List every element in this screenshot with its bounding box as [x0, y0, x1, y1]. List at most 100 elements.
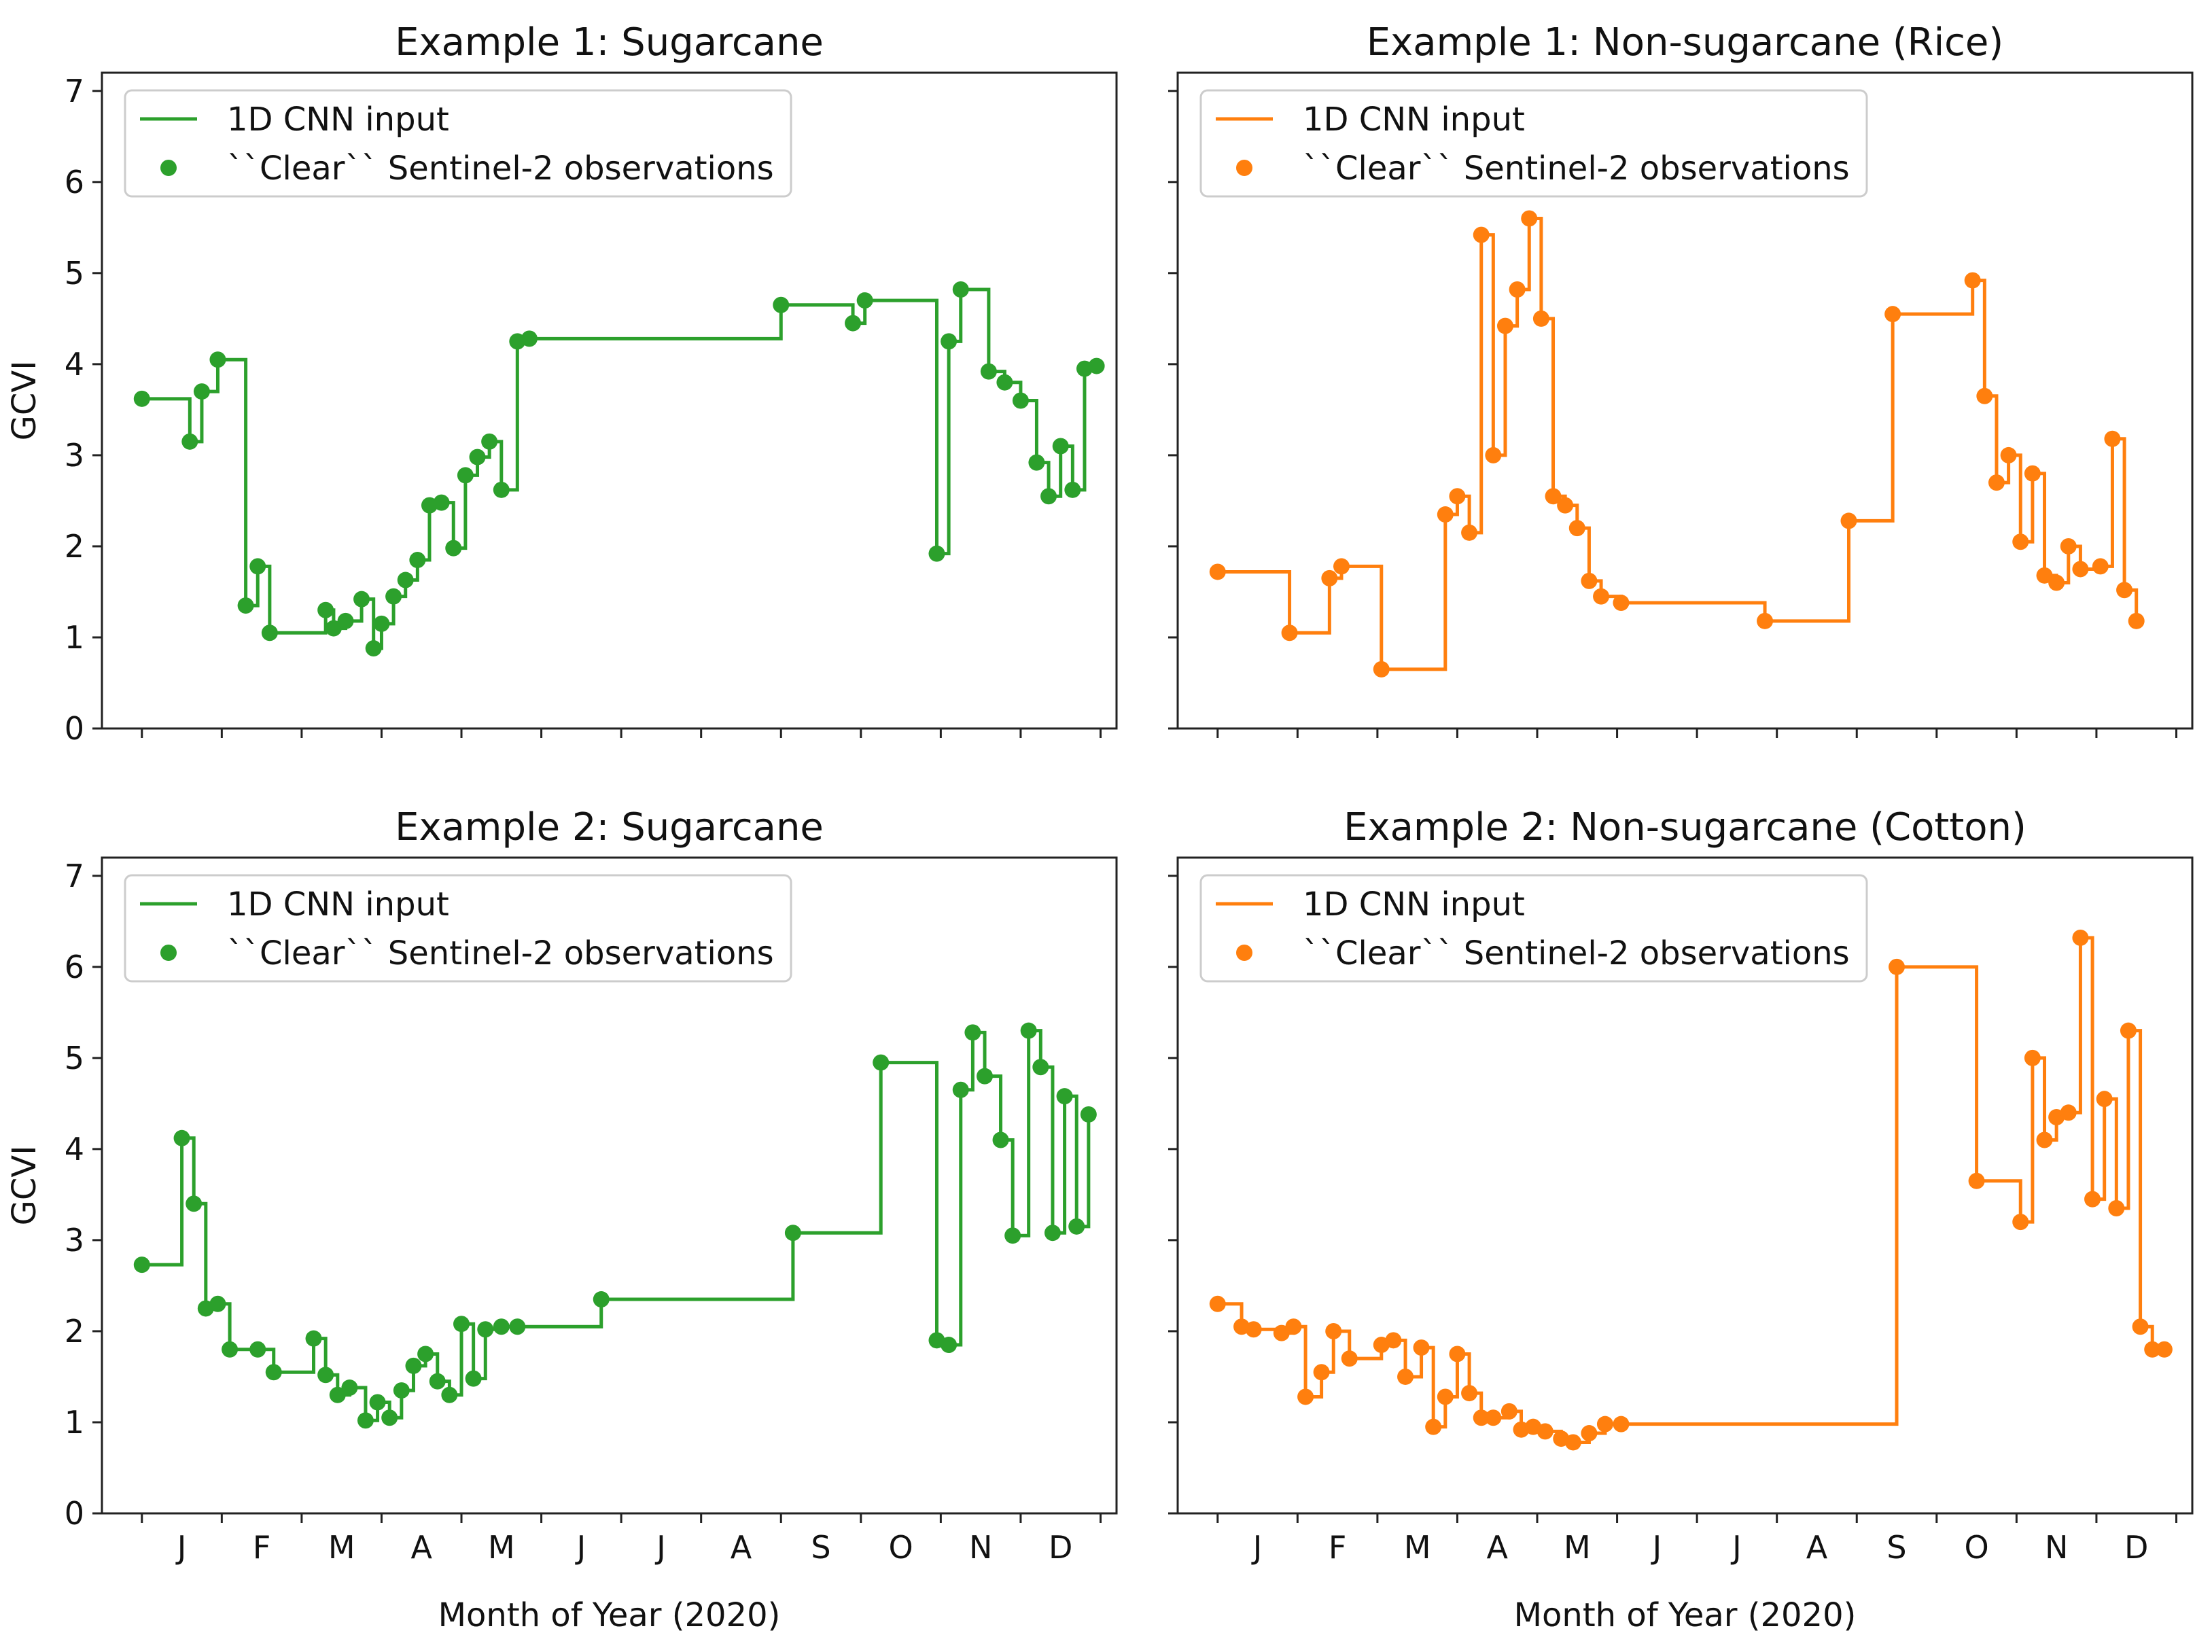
panel-4-month-label: M — [1564, 1529, 1591, 1566]
panel-3-y-tick-label: 3 — [65, 1222, 84, 1259]
panel-4-observation-point — [1413, 1339, 1430, 1356]
panel-3-legend-box — [124, 874, 792, 983]
panel-1-observation-point — [493, 481, 510, 498]
panel-4-observation-point — [1385, 1332, 1402, 1349]
panel-4-legend-line-label: 1D CNN input — [1303, 885, 1525, 924]
panel-2-observation-point — [1281, 625, 1298, 642]
panel-2-legend-box — [1199, 89, 1868, 198]
panel-3-observation-point — [1004, 1227, 1021, 1244]
panel-2-observation-point — [2000, 446, 2017, 463]
panel-4-observation-point — [1968, 1172, 1985, 1189]
panel-2-observation-point — [1209, 563, 1226, 580]
panel-3-observation-point — [405, 1357, 422, 1374]
panel-4-observation-point — [1461, 1385, 1478, 1402]
panel-4-observation-point — [2120, 1022, 2137, 1039]
panel-1-y-tick-label: 3 — [65, 437, 84, 474]
panel-1-observation-point — [845, 315, 862, 332]
panel-4-observation-point — [1564, 1434, 1581, 1451]
panel-3-observation-point — [992, 1131, 1009, 1148]
panel-2-observation-point — [1485, 446, 1502, 463]
panel-2-observation-point — [1321, 569, 1338, 586]
panel-3-observation-point — [357, 1412, 374, 1429]
panel-3-observation-point — [952, 1081, 969, 1098]
panel-2-observation-point — [2048, 574, 2065, 591]
panel-4-observation-point — [1500, 1403, 1517, 1420]
panel-2-observation-point — [1988, 474, 2005, 491]
panel-3-observation-point — [341, 1379, 358, 1396]
panel-3-observation-point — [381, 1409, 398, 1426]
panel-3-y-tick-label: 0 — [65, 1495, 84, 1532]
panel-4-observation-point — [1449, 1346, 1466, 1363]
panel-4-observation-point — [1397, 1368, 1414, 1385]
panel-3-observation-point — [1032, 1059, 1049, 1076]
panel-1-observation-point — [457, 467, 474, 484]
panel-1-y-tick-label: 0 — [65, 710, 84, 747]
panel-4-legend-box — [1199, 874, 1868, 983]
panel-3-observation-point — [784, 1225, 801, 1242]
panel-1-observation-point — [773, 296, 790, 313]
panel-1-legend-marker-swatch — [160, 160, 177, 176]
panel-4-observation-point — [1596, 1416, 1613, 1433]
panel-2-observation-point — [2024, 465, 2041, 482]
panel-2-observation-point — [1532, 310, 1549, 327]
panel-4-x-axis-label: Month of Year (2020) — [1514, 1596, 1857, 1634]
panel-3-month-label: A — [731, 1529, 752, 1566]
panel-4-observation-point — [1613, 1416, 1630, 1433]
panel-3-observation-point — [417, 1346, 434, 1363]
panel-1-observation-point — [373, 615, 390, 632]
panel-4-month-label: F — [1329, 1529, 1346, 1566]
panel-4-observation-point — [1485, 1409, 1502, 1426]
panel-1-observation-point — [209, 351, 226, 368]
panel-2-observation-point — [2116, 582, 2133, 599]
panel-4-observation-point — [2144, 1341, 2161, 1358]
panel-4-month-label: A — [1487, 1529, 1509, 1566]
panel-4-observation-point — [1889, 958, 1906, 975]
panel-1-observation-point — [980, 363, 997, 380]
panel-3-observation-point — [1080, 1106, 1097, 1123]
panel-2-observation-point — [1840, 512, 1857, 529]
panel-2-observation-point — [1581, 572, 1598, 589]
panel-4-observation-point — [1209, 1295, 1226, 1312]
panel-3-y-tick-label: 6 — [65, 949, 84, 985]
panel-4-observation-point — [1473, 1409, 1490, 1426]
panel-4-month-label: D — [2124, 1529, 2148, 1566]
panel-3-month-label: M — [328, 1529, 355, 1566]
panel-1-series-line — [141, 287, 1099, 650]
panel-3-observation-point — [477, 1321, 494, 1338]
panel-4-month-label: A — [1806, 1529, 1828, 1566]
panel-1-observation-point — [325, 620, 342, 637]
panel-1-observation-point — [409, 552, 426, 569]
panel-4-observation-point — [1297, 1388, 1314, 1405]
panel-2-observation-point — [2060, 538, 2077, 555]
panel-1-y-tick-label: 2 — [65, 528, 84, 565]
panel-1-y-tick-label: 6 — [65, 164, 84, 200]
panel-4-month-label: J — [1651, 1529, 1662, 1566]
panel-1-observation-point — [385, 588, 402, 605]
panel-4-observation-point — [1425, 1418, 1442, 1435]
panel-4-observation-point — [2156, 1341, 2173, 1358]
panel-1-observation-point — [521, 330, 538, 347]
panel-3-observation-point — [393, 1382, 410, 1399]
panel-3-observation-point — [1068, 1218, 1085, 1235]
panel-2-observation-point — [1568, 520, 1585, 537]
panel-3-y-axis-label: GCVI — [5, 1146, 43, 1226]
panel-1-observation-point — [469, 449, 486, 465]
panel-1-observation-point — [941, 333, 958, 350]
panel-1-observation-point — [261, 625, 278, 642]
panel-3-month-label: J — [654, 1529, 666, 1566]
panel-1-observation-point — [397, 572, 414, 588]
panel-3-observation-point — [593, 1291, 610, 1308]
panel-1-observation-point — [365, 640, 382, 657]
panel-3-observation-point — [1056, 1088, 1073, 1105]
panel-1-y-axis-label: GCVI — [5, 361, 43, 441]
panel-3-observation-point — [465, 1370, 482, 1387]
panel-2-observation-point — [1593, 588, 1610, 605]
panel-3-x-axis-label: Month of Year (2020) — [438, 1596, 781, 1634]
panel-4-month-label: J — [1251, 1529, 1263, 1566]
panel-3-legend-marker-swatch — [160, 945, 177, 961]
panel-4-observation-point — [2036, 1131, 2053, 1148]
panel-2-observation-point — [1437, 506, 1454, 523]
panel-3-y-tick-label: 4 — [65, 1131, 84, 1167]
panel-3-y-tick-label: 1 — [65, 1404, 84, 1441]
